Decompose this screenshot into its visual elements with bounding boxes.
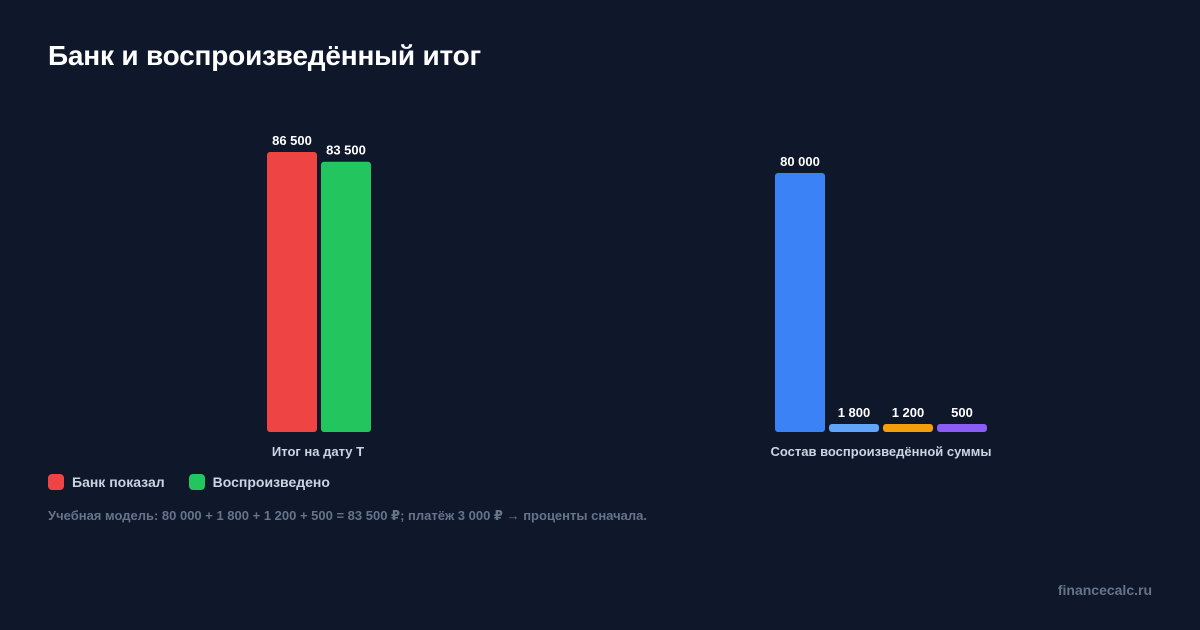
legend-swatch-bank [48, 474, 64, 490]
legend: Банк показал Воспроизведено [48, 474, 330, 490]
bar-value-label-1-1: 1 800 [838, 405, 871, 420]
bar-1-2 [883, 424, 933, 432]
footnote: Учебная модель: 80 000 + 1 800 + 1 200 +… [48, 508, 647, 523]
x-axis-label-0: Итог на дату T [272, 444, 364, 459]
bar-value-label-1-2: 1 200 [892, 405, 925, 420]
x-axis-label-1: Состав воспроизведённой суммы [771, 444, 992, 459]
bar-0-0 [267, 152, 317, 432]
legend-item-bank: Банк показал [48, 474, 165, 490]
legend-swatch-reproduced [188, 474, 205, 490]
bar-1-0 [775, 173, 825, 432]
chart-title: Банк и воспроизведённый итог [48, 40, 482, 71]
legend-label-reproduced: Воспроизведено [212, 474, 330, 490]
legend-label-bank: Банк показал [72, 474, 165, 490]
bar-value-label-1-0: 80 000 [780, 154, 820, 169]
bar-0-1 [321, 161, 371, 432]
bar-value-label-1-3: 500 [951, 405, 973, 420]
legend-item-reproduced: Воспроизведено [188, 474, 330, 490]
bar-1-3 [937, 424, 987, 432]
brand-watermark: financecalc.ru [1057, 582, 1152, 598]
bar-1-1 [829, 424, 879, 432]
bar-value-label-0-1: 83 500 [326, 143, 366, 158]
bar-value-label-0-0: 86 500 [272, 133, 312, 148]
